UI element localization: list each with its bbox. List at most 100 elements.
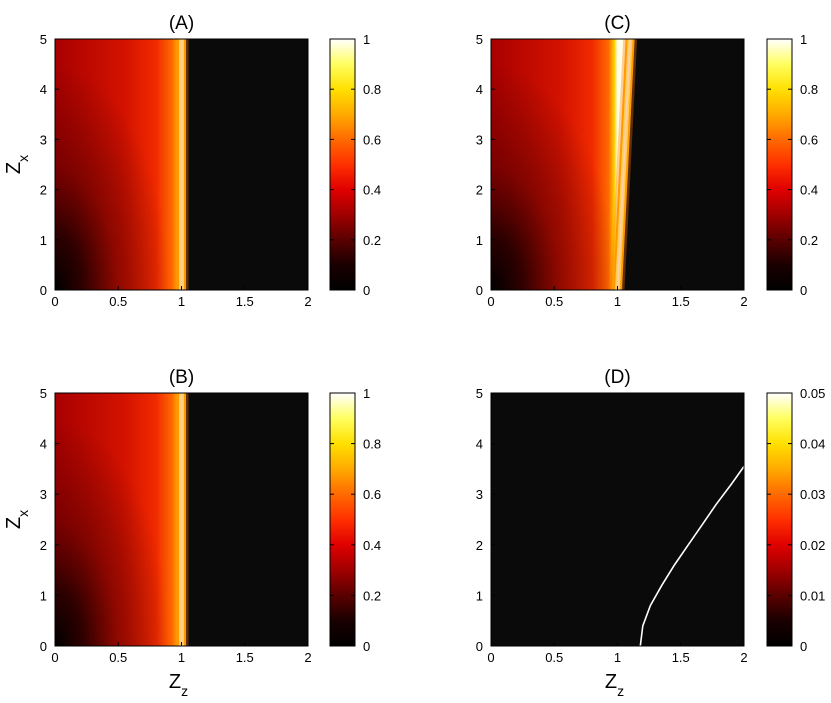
panel-c: 0 0.5 1 1.5 2 0 1 2 3 4 5 (C) 0 0.2 0.4 0.6 0.8 1 bbox=[476, 13, 818, 309]
y-tick-label: 2 bbox=[40, 538, 47, 553]
y-axis-label: Zx bbox=[3, 155, 31, 174]
colorbar-tick-label: 0.2 bbox=[800, 233, 818, 248]
y-tick-label: 1 bbox=[40, 233, 47, 248]
low-value-corner bbox=[55, 39, 182, 290]
colorbar-tick-label: 0.6 bbox=[363, 487, 381, 502]
y-tick-label: 3 bbox=[476, 132, 483, 147]
colorbar-gradient bbox=[329, 38, 356, 291]
colorbar-tick-label: 0.4 bbox=[363, 538, 381, 553]
x-tick-label: 0 bbox=[487, 650, 494, 665]
colorbar-tick-label: 0.4 bbox=[800, 183, 818, 198]
y-tick-label: 5 bbox=[476, 386, 483, 401]
y-tick-label: 4 bbox=[40, 82, 47, 97]
heatmap-area bbox=[55, 39, 308, 290]
colorbar-gradient bbox=[329, 392, 356, 647]
colorbar-tick-label: 0 bbox=[363, 283, 370, 298]
x-tick-label: 1 bbox=[614, 650, 621, 665]
colorbar-tick-label: 0.05 bbox=[800, 386, 825, 401]
x-tick-label: 0.5 bbox=[545, 294, 563, 309]
colorbar-tick-label: 0.2 bbox=[363, 233, 381, 248]
y-tick-label: 1 bbox=[476, 588, 483, 603]
axes: 0 0.5 1 1.5 2 0 1 2 3 4 5 bbox=[40, 386, 312, 665]
colorbar-tick-label: 0.8 bbox=[363, 82, 381, 97]
x-tick-label: 2 bbox=[304, 294, 311, 309]
y-tick-label: 3 bbox=[40, 487, 47, 502]
heatmap-area bbox=[55, 393, 308, 646]
heatmap-area bbox=[491, 38, 744, 291]
x-tick-label: 2 bbox=[740, 294, 747, 309]
colorbar-tick-label: 1 bbox=[363, 386, 370, 401]
x-tick-label: 1.5 bbox=[672, 294, 690, 309]
colorbar-tick-label: 0.01 bbox=[800, 588, 825, 603]
panel-title: (D) bbox=[604, 367, 630, 388]
x-tick-label: 1 bbox=[178, 294, 185, 309]
y-tick-label: 4 bbox=[40, 437, 47, 452]
panel-title: (A) bbox=[169, 13, 194, 34]
colorbar-tick-label: 0.03 bbox=[800, 487, 825, 502]
x-tick-label: 0 bbox=[487, 294, 494, 309]
x-tick-label: 1.5 bbox=[672, 650, 690, 665]
x-tick-label: 0.5 bbox=[109, 650, 127, 665]
colorbar-gradient bbox=[766, 38, 793, 291]
y-tick-label: 2 bbox=[476, 183, 483, 198]
x-tick-label: 1.5 bbox=[236, 294, 254, 309]
colorbar-tick-label: 0.4 bbox=[363, 183, 381, 198]
y-tick-label: 1 bbox=[476, 233, 483, 248]
y-tick-label: 5 bbox=[40, 32, 47, 47]
colorbar-tick-label: 0.8 bbox=[363, 437, 381, 452]
colorbar-tick-label: 0.02 bbox=[800, 538, 825, 553]
y-tick-label: 2 bbox=[476, 538, 483, 553]
boundary-halo bbox=[610, 38, 638, 291]
x-tick-label: 0.5 bbox=[545, 650, 563, 665]
colorbar-tick-label: 0.8 bbox=[800, 82, 818, 97]
colorbar: 0 0.2 0.4 0.6 0.8 1 bbox=[329, 32, 381, 298]
y-tick-label: 0 bbox=[476, 639, 483, 654]
y-tick-label: 3 bbox=[476, 487, 483, 502]
panel-d: 0 0.5 1 1.5 2 0 1 2 3 4 5 (D) Zz 0 0.01 0.02 0.03 0.04… bbox=[476, 367, 826, 699]
colorbar: 0 0.2 0.4 0.6 0.8 1 bbox=[329, 386, 381, 654]
x-tick-label: 1.5 bbox=[236, 650, 254, 665]
colorbar-tick-label: 0.6 bbox=[800, 132, 818, 147]
y-tick-label: 4 bbox=[476, 437, 483, 452]
y-tick-label: 0 bbox=[40, 639, 47, 654]
panel-a: 0 0.5 1 1.5 2 0 1 2 3 4 5 (A) Zx 0 0.2 0.4 0.6 0.8 1 bbox=[3, 13, 381, 309]
axes: 0 0.5 1 1.5 2 0 1 2 3 4 5 bbox=[476, 32, 748, 309]
low-value-corner bbox=[491, 39, 631, 290]
y-tick-label: 2 bbox=[40, 183, 47, 198]
y-tick-label: 3 bbox=[40, 132, 47, 147]
x-axis-label: Zz bbox=[169, 671, 188, 699]
colorbar-gradient bbox=[766, 392, 793, 647]
colorbar-tick-label: 0 bbox=[800, 639, 807, 654]
heatmap-area bbox=[491, 393, 745, 647]
y-axis-label: Zx bbox=[3, 510, 31, 529]
colorbar-tick-label: 1 bbox=[800, 32, 807, 47]
x-tick-label: 2 bbox=[740, 650, 747, 665]
x-axis-label: Zz bbox=[605, 671, 624, 699]
y-tick-label: 5 bbox=[476, 32, 483, 47]
x-tick-label: 0.5 bbox=[109, 294, 127, 309]
colorbar: 0 0.01 0.02 0.03 0.04 0.05 bbox=[766, 386, 825, 654]
panel-title: (B) bbox=[169, 367, 194, 388]
y-tick-label: 1 bbox=[40, 588, 47, 603]
x-tick-label: 1 bbox=[614, 294, 621, 309]
colorbar-tick-label: 1 bbox=[363, 32, 370, 47]
panel-title: (C) bbox=[604, 13, 630, 34]
colorbar-tick-label: 0 bbox=[800, 283, 807, 298]
colorbar-tick-label: 0.2 bbox=[363, 588, 381, 603]
y-tick-label: 0 bbox=[476, 283, 483, 298]
x-tick-label: 2 bbox=[304, 650, 311, 665]
y-tick-label: 5 bbox=[40, 386, 47, 401]
x-tick-label: 1 bbox=[178, 650, 185, 665]
colorbar-tick-label: 0.6 bbox=[363, 132, 381, 147]
y-tick-label: 4 bbox=[476, 82, 483, 97]
panel-b: 0 0.5 1 1.5 2 0 1 2 3 4 5 (B) Zx Zz 0 0.2 0.4 0.6 0.8 1 bbox=[3, 367, 381, 699]
zero-region bbox=[491, 393, 744, 646]
low-value-corner bbox=[55, 393, 182, 646]
colorbar-tick-label: 0.04 bbox=[800, 437, 825, 452]
colorbar: 0 0.2 0.4 0.6 0.8 1 bbox=[766, 32, 818, 298]
curve-line bbox=[639, 465, 745, 647]
axes: 0 0.5 1 1.5 2 0 1 2 3 4 5 bbox=[40, 32, 312, 309]
y-tick-label: 0 bbox=[40, 283, 47, 298]
boundary-line bbox=[616, 38, 632, 291]
